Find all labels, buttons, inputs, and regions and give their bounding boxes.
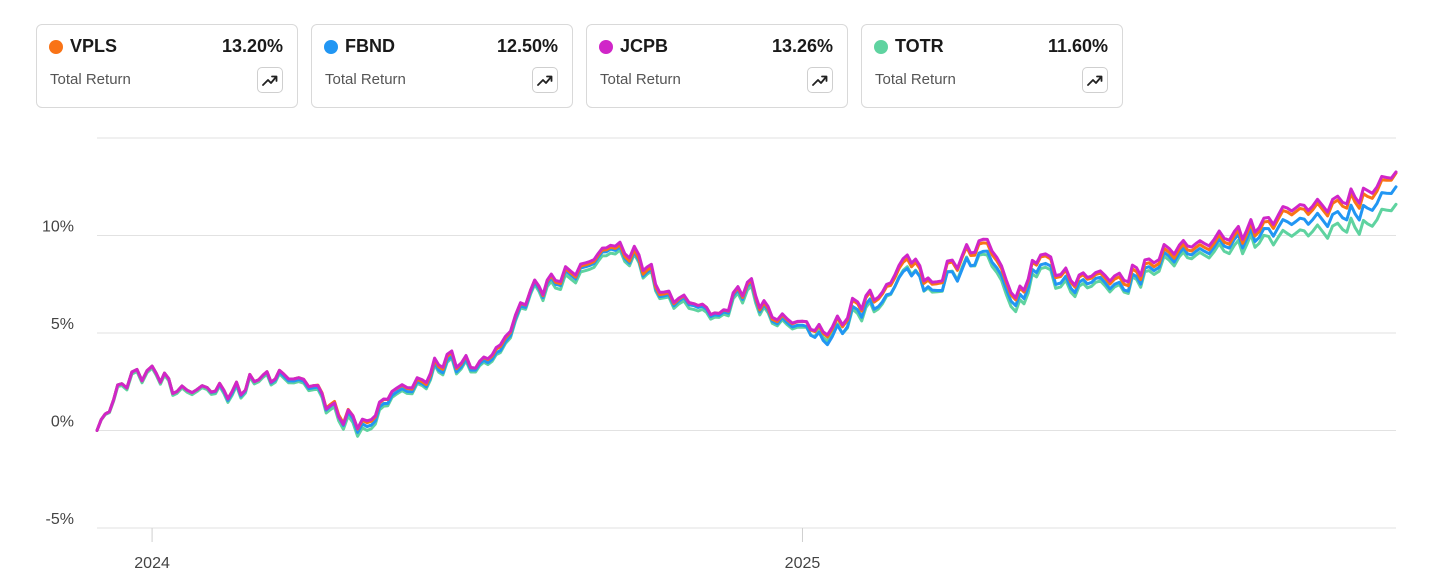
ticker-symbol: JCPB: [620, 36, 669, 56]
series-line-fbnd[interactable]: [95, 185, 1398, 434]
y-tick-label: 10%: [42, 219, 74, 236]
metric-label: Total Return: [600, 71, 681, 88]
x-tick-label: 2024: [134, 555, 170, 572]
ticker-card[interactable]: FBND 12.50% Total Return: [311, 24, 573, 108]
series-color-dot: [599, 40, 613, 54]
y-axis-tick-labels: 10% 5% 0% -5%: [42, 219, 74, 529]
ticker-card[interactable]: VPLS 13.20% Total Return: [36, 24, 298, 108]
series-lines: [95, 170, 1398, 438]
y-tick-label: 5%: [51, 316, 74, 333]
trend-up-icon[interactable]: [532, 67, 558, 93]
series-line-vpls[interactable]: [95, 171, 1398, 432]
total-return-value: 12.50%: [496, 36, 558, 56]
series-line-totr[interactable]: [95, 202, 1398, 438]
ticker-card[interactable]: JCPB 13.26% Total Return: [586, 24, 848, 108]
total-return-value: 13.26%: [771, 36, 833, 56]
gridlines: [97, 137, 1396, 542]
ticker-symbol: FBND: [345, 36, 395, 56]
ticker-symbol: VPLS: [70, 36, 118, 56]
series-color-dot: [49, 40, 63, 54]
total-return-value: 13.20%: [221, 36, 283, 56]
y-tick-label: 0%: [51, 414, 74, 431]
ticker-card[interactable]: TOTR 11.60% Total Return: [861, 24, 1123, 108]
trend-up-icon[interactable]: [257, 67, 283, 93]
metric-label: Total Return: [50, 71, 131, 88]
x-axis-tick-labels: 2024 2025: [134, 555, 820, 572]
total-return-value: 11.60%: [1047, 36, 1108, 56]
metric-label: Total Return: [875, 71, 956, 88]
x-tick-label: 2025: [785, 555, 821, 572]
series-color-dot: [874, 40, 888, 54]
series-line-jcpb[interactable]: [95, 170, 1398, 432]
series-color-dot: [324, 40, 338, 54]
ticker-symbol: TOTR: [895, 36, 944, 56]
trend-up-icon[interactable]: [1082, 67, 1108, 93]
ticker-cards: VPLS 13.20% Total Return FBND 12.50% Tot…: [36, 24, 1123, 108]
y-tick-label: -5%: [46, 511, 74, 528]
trend-up-icon[interactable]: [807, 67, 833, 93]
metric-label: Total Return: [325, 71, 406, 88]
